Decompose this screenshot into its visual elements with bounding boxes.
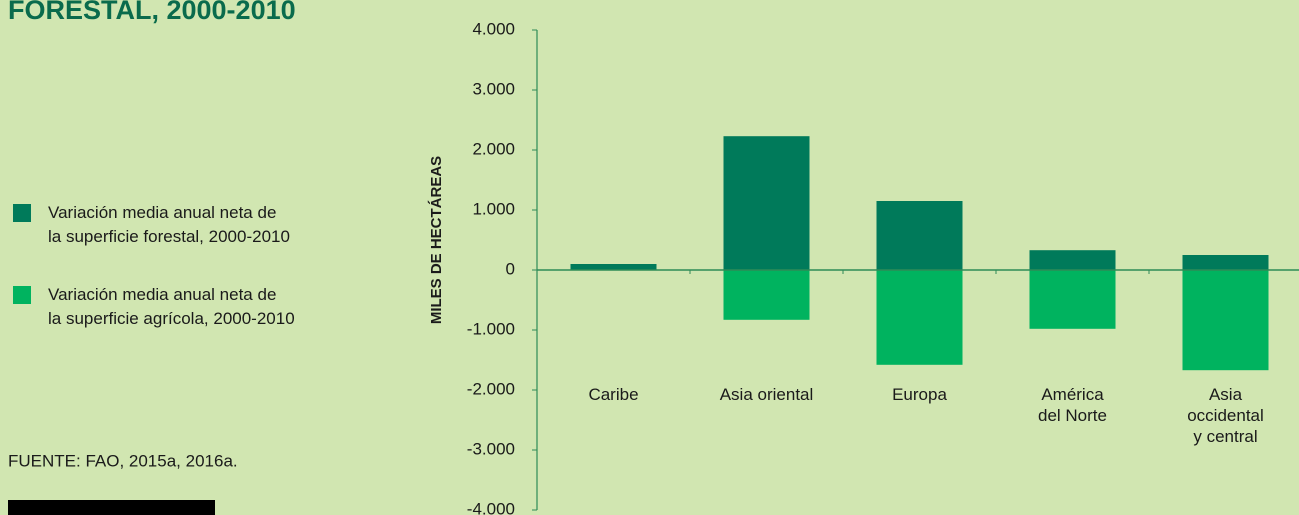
- y-tick-label: 4.000: [472, 19, 515, 38]
- x-tick-label: Asia oriental: [719, 385, 814, 404]
- legend-swatch: [13, 204, 31, 222]
- legend-swatch: [13, 286, 31, 304]
- y-tick-label: 3.000: [472, 79, 515, 98]
- bar: [570, 264, 657, 270]
- bar: [723, 270, 810, 320]
- bar: [876, 201, 963, 270]
- y-tick-label: 1.000: [472, 199, 515, 218]
- y-axis-label: MILES DE HECTÁREAS: [428, 156, 445, 324]
- source: FUENTE: FAO, 2015a, 2016a.: [8, 451, 238, 470]
- y-tick-label: 2.000: [472, 139, 515, 158]
- legend-label: Variación media anual neta de la superfi…: [48, 203, 290, 246]
- y-tick-label: -3.000: [467, 439, 515, 458]
- y-tick-label: -4.000: [467, 499, 515, 515]
- bar: [1182, 255, 1269, 270]
- y-tick-label: -2.000: [467, 379, 515, 398]
- black-block: [8, 500, 215, 515]
- bar: [1029, 250, 1116, 270]
- x-tick-label: Caribe: [588, 385, 639, 404]
- bar: [1182, 270, 1269, 371]
- chart-title: FORESTAL, 2000-2010: [8, 0, 296, 25]
- x-tick-label: Asia occidental y central: [1187, 385, 1264, 446]
- bar: [723, 136, 810, 270]
- legend-label: Variación media anual neta de la superfi…: [48, 285, 295, 328]
- y-tick-label: 0: [506, 259, 515, 278]
- y-tick-label: -1.000: [467, 319, 515, 338]
- bar: [1029, 270, 1116, 329]
- x-tick-label: América del Norte: [1038, 385, 1107, 425]
- x-tick-label: Europa: [892, 385, 947, 404]
- bar: [876, 270, 963, 365]
